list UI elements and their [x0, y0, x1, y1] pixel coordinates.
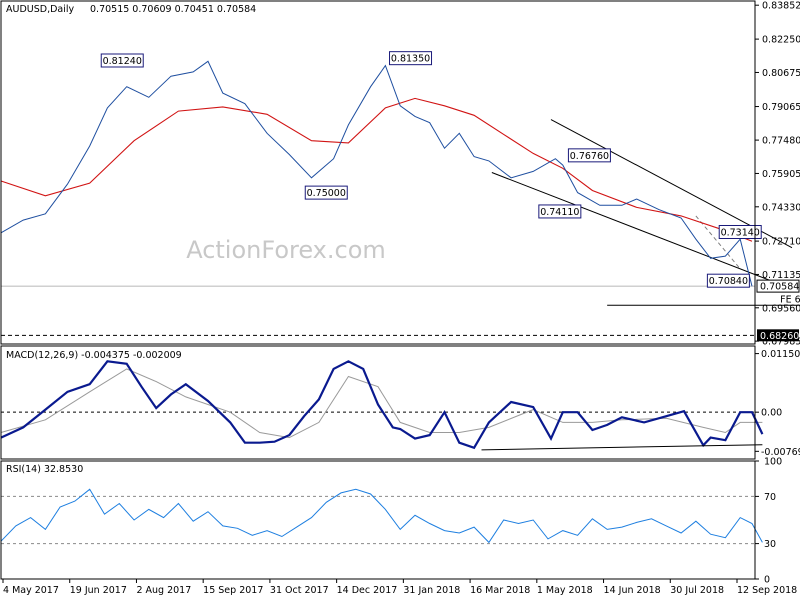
time-axis-label: 1 May 2018: [537, 585, 593, 596]
price-annotation-box: [706, 273, 750, 288]
macd-line: [0, 360, 764, 450]
time-axis-label: 15 Sep 2017: [203, 585, 263, 596]
price-annotation: 0.73140: [721, 227, 760, 238]
ohlc-values: 0.70515 0.70609 0.70451 0.70584: [90, 4, 256, 15]
price-axis-label: 0.80675: [762, 68, 800, 79]
price-axis-label: 0.79065: [762, 102, 800, 113]
chart-title: AUDUSD,Daily: [6, 4, 75, 15]
macd-axis-label: 0.00: [761, 408, 782, 419]
time-axis-label: 14 Dec 2017: [337, 585, 398, 596]
price-annotation: 0.81350: [391, 54, 430, 65]
price-annotation: 0.81240: [103, 56, 142, 67]
support-price-label: 0.68260: [760, 331, 799, 342]
channel-line: [695, 215, 741, 270]
rsi-label: RSI(14) 32.8530: [6, 464, 83, 475]
fe-label: FE 61.8: [780, 294, 800, 305]
last-price-label: 0.70584: [760, 282, 799, 293]
price-axis-label: 0.82250: [762, 35, 800, 46]
watermark: ActionForex.com: [186, 236, 386, 264]
macd-divergence-line: [481, 444, 763, 451]
price-axis-label: 0.67985: [762, 337, 800, 348]
price-annotation-box: [304, 185, 348, 200]
time-axis-label: 4 May 2017: [3, 585, 59, 596]
rsi-line: [0, 488, 763, 544]
price-axis-label: 0.72710: [762, 237, 800, 248]
time-axis-label: 19 Jun 2017: [70, 585, 127, 596]
macd-axis-label: 0.011508: [761, 349, 800, 360]
rsi-axis-label: 30: [764, 539, 776, 550]
price-panel: [1, 1, 755, 344]
rsi-axis-label: 70: [764, 492, 776, 503]
rsi-panel-frame: [0, 460, 756, 580]
moving-average-line: [0, 97, 753, 242]
price-annotation: 0.70840: [709, 276, 748, 287]
price-axis-label: 0.75905: [762, 169, 800, 180]
time-axis-label: 2 Aug 2017: [136, 585, 191, 596]
rsi-panel: [1, 461, 755, 579]
time-axis-label: 16 Mar 2018: [470, 585, 530, 596]
time-axis-label: 30 Jul 2018: [670, 585, 724, 596]
time-axis-label: 14 Jun 2018: [604, 585, 661, 596]
macd-label: MACD(12,26,9) -0.004375 -0.002009: [6, 350, 182, 361]
macd-panel-frame: [0, 345, 756, 460]
price-panel-frame: [0, 0, 756, 345]
price-annotation: 0.75000: [307, 188, 346, 199]
time-axis-label: 31 Jan 2018: [403, 585, 460, 596]
macd-axis-label: -0.007694: [761, 447, 800, 458]
price-annotation-box: [389, 51, 433, 66]
price-annotation: 0.76760: [570, 151, 609, 162]
price-axis-label: 0.77480: [762, 136, 800, 147]
time-axis-label: 31 Oct 2017: [270, 585, 329, 596]
support-price-box: [757, 329, 799, 342]
price-annotation: 0.74110: [540, 207, 579, 218]
price-axis-label: 0.69560: [762, 303, 800, 314]
price-axis-label: 0.83852: [762, 1, 800, 12]
time-axis-label: 12 Sep 2018: [737, 585, 797, 596]
price-axis-label: 0.74330: [762, 202, 800, 213]
price-annotation-box: [718, 224, 762, 239]
channel-line: [491, 172, 793, 290]
macd-signal-line: [0, 368, 763, 439]
price-axis-label: 0.71135: [762, 270, 800, 281]
price-annotation-box: [567, 148, 611, 163]
price-line: [0, 60, 753, 287]
rsi-axis-label: 100: [764, 457, 782, 468]
price-annotation-box: [100, 53, 144, 68]
rsi-axis-label: 0: [764, 575, 770, 586]
last-price-box: [756, 279, 800, 293]
price-annotation-box: [538, 204, 582, 219]
